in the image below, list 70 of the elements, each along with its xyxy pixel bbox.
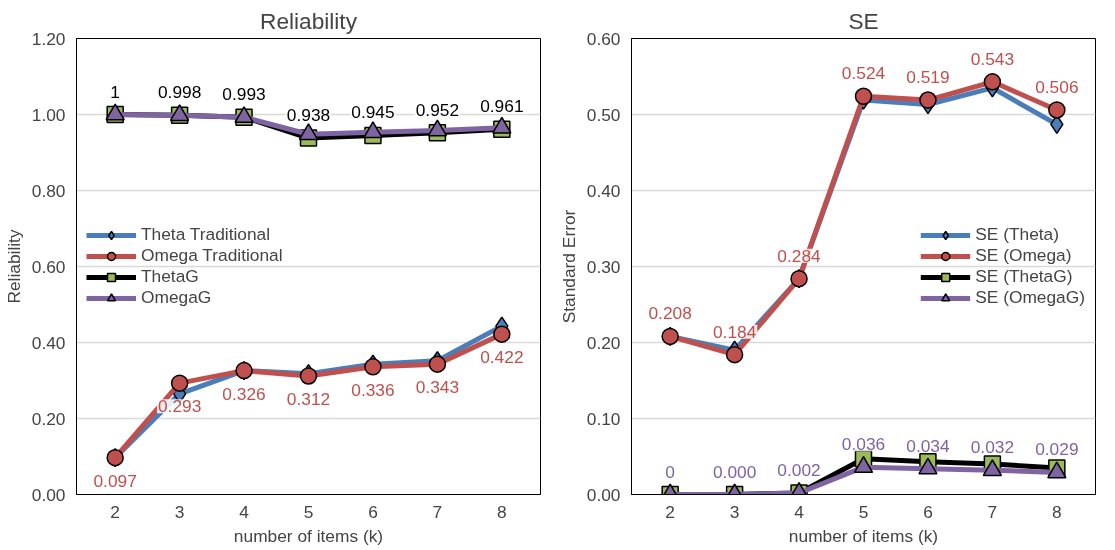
chart-title: SE <box>848 7 879 34</box>
data-label: 0.097 <box>93 470 137 491</box>
x-tick-label: 3 <box>729 501 740 522</box>
y-tick-label: 0.20 <box>586 332 621 353</box>
legend-label: ThetaG <box>141 266 199 287</box>
data-label: 0.993 <box>222 84 266 105</box>
data-label: 0.524 <box>841 63 886 84</box>
legend-label: Omega Traditional <box>141 245 283 266</box>
data-label: 0 <box>665 461 675 482</box>
y-tick-label: 0.60 <box>586 28 621 49</box>
x-tick-label: 2 <box>110 501 120 522</box>
legend-label: OmegaG <box>141 287 212 308</box>
y-tick-label: 0.40 <box>31 332 66 353</box>
legend-label: SE (Omega) <box>975 245 1072 266</box>
x-tick-label: 4 <box>239 501 250 522</box>
y-axis-title: Standard Error <box>558 209 579 324</box>
x-tick-label: 8 <box>1052 501 1062 522</box>
y-tick-label: 0.80 <box>31 180 66 201</box>
data-label: 0.998 <box>157 82 202 103</box>
x-tick-label: 2 <box>665 501 675 522</box>
x-axis-title: number of items (k) <box>788 525 939 546</box>
y-tick-label: 0.60 <box>31 256 66 277</box>
data-label: 1 <box>110 81 120 102</box>
y-tick-label: 0.20 <box>31 408 66 429</box>
y-tick-label: 0.10 <box>586 408 621 429</box>
x-tick-label: 5 <box>303 501 314 522</box>
data-label: 0.519 <box>906 67 950 88</box>
data-label: 0.032 <box>970 437 1015 458</box>
data-label: 0.284 <box>777 245 822 266</box>
data-label: 0.293 <box>157 396 202 417</box>
y-tick-label: 0.00 <box>31 484 66 505</box>
data-label: 0.034 <box>906 435 950 456</box>
data-label: 0.184 <box>712 321 757 342</box>
chart-title: Reliability <box>260 7 358 34</box>
x-tick-label: 7 <box>432 501 443 522</box>
y-axis-title: Reliability <box>3 229 24 304</box>
data-label: 0.336 <box>351 379 395 400</box>
data-label: 0.961 <box>480 96 524 117</box>
data-label: 0.945 <box>351 102 395 123</box>
x-tick-label: 5 <box>858 501 869 522</box>
x-tick-label: 6 <box>368 501 378 522</box>
data-label: 0.326 <box>222 383 266 404</box>
x-tick-label: 8 <box>497 501 507 522</box>
y-tick-label: 0.40 <box>586 180 621 201</box>
data-label: 0.029 <box>1035 439 1079 460</box>
y-tick-label: 1.20 <box>31 28 66 49</box>
x-tick-label: 3 <box>174 501 185 522</box>
data-label: 0.506 <box>1035 76 1079 97</box>
data-label: 0.422 <box>480 347 524 368</box>
data-label: 0.543 <box>970 48 1015 69</box>
y-tick-label: 0.30 <box>586 256 621 277</box>
legend-label: SE (Theta) <box>975 224 1059 245</box>
x-tick-label: 4 <box>794 501 805 522</box>
data-label: 0.343 <box>415 377 460 398</box>
data-label: 0.000 <box>712 461 757 482</box>
data-label: 0.938 <box>286 105 331 126</box>
x-axis-title: number of items (k) <box>233 525 384 546</box>
data-label: 0.312 <box>286 388 331 409</box>
y-tick-label: 0.50 <box>586 104 621 125</box>
data-label: 0.208 <box>648 303 692 324</box>
data-label: 0.002 <box>777 459 821 480</box>
x-tick-label: 6 <box>923 501 933 522</box>
data-label: 0.952 <box>415 99 460 120</box>
x-tick-label: 7 <box>987 501 998 522</box>
y-tick-label: 1.00 <box>31 104 66 125</box>
legend-label: SE (ThetaG) <box>975 266 1073 287</box>
legend-label: SE (OmegaG) <box>975 287 1085 308</box>
data-label: 0.036 <box>841 434 886 455</box>
y-tick-label: 0.00 <box>586 484 621 505</box>
legend-label: Theta Traditional <box>141 224 271 245</box>
